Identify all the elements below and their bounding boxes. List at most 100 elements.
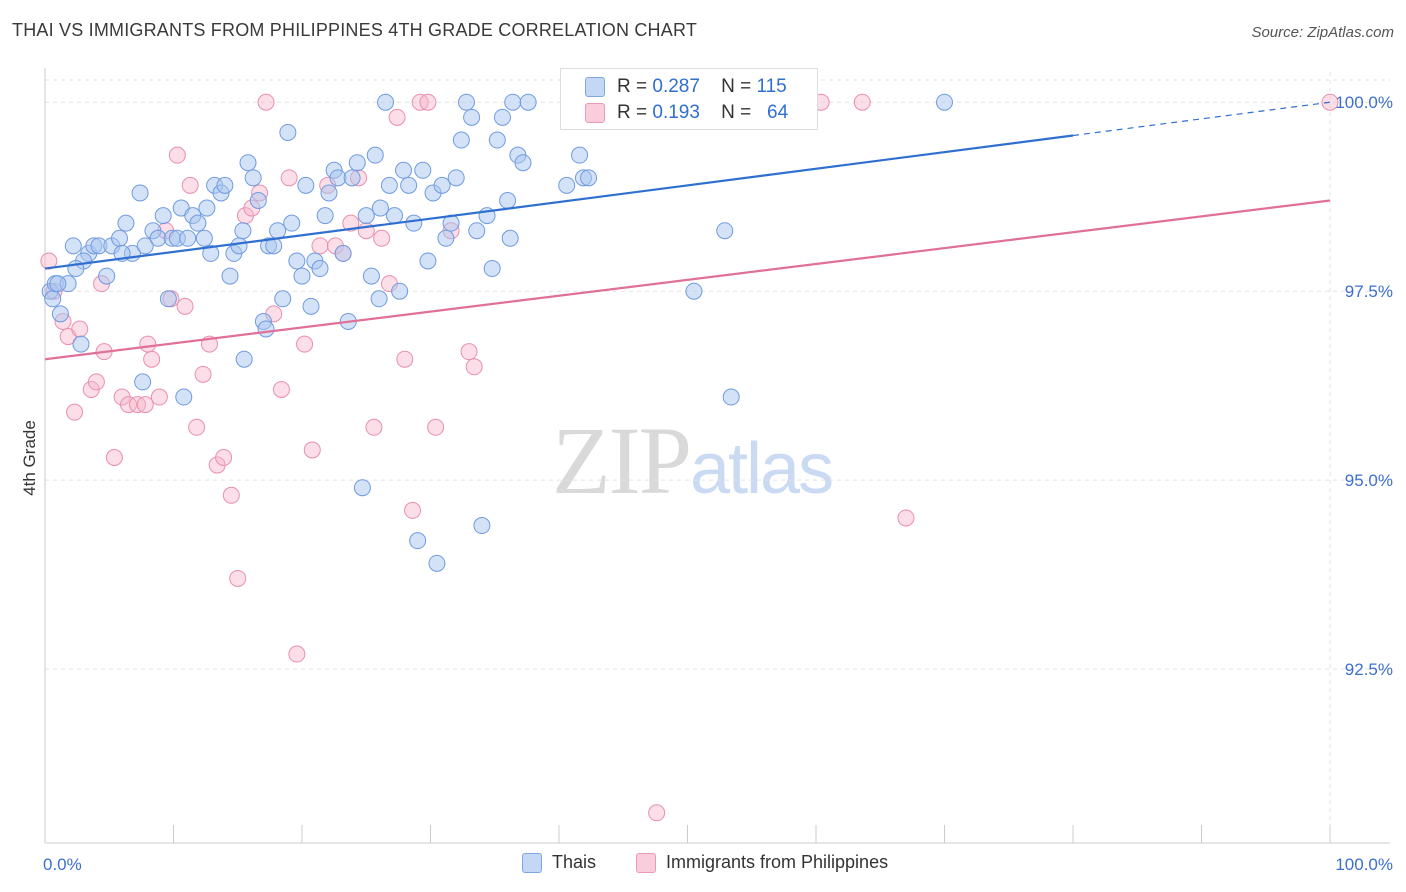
thai-point [457,93,475,111]
x-tick-label: 0.0% [43,855,82,874]
thai-point [216,176,234,194]
thai-point [189,214,207,232]
thai-point [159,290,177,308]
thai-point [288,252,306,270]
thai-point [283,214,301,232]
axes [44,68,1390,844]
thai-point [386,207,404,225]
thai-point [274,290,292,308]
philippines-point [136,396,154,414]
philippines-point [897,509,915,527]
philippines-point [648,804,666,822]
thai-point [221,267,239,285]
legend-swatch-philippines [585,103,605,123]
thai-point [501,229,519,247]
thai-point [391,282,409,300]
philippines-point [272,380,290,398]
thai-point [409,532,427,550]
thai-point [414,161,432,179]
thai-point [580,169,598,187]
thai-point [111,229,129,247]
legend-r-key: R = [617,76,648,97]
thai-point [131,184,149,202]
thai-point [362,267,380,285]
grid-lines [45,72,1390,843]
philippines-point [229,569,247,587]
thai-point [499,192,517,209]
legend-swatch-philippines [636,852,656,873]
watermark-zip: ZIP [552,407,692,514]
legend-row-philippines: R = 0.193 N = 64 [585,100,788,126]
philippines-point [365,418,383,436]
source-credit: Source: ZipAtlas.com [1251,24,1394,41]
thai-point [297,176,315,194]
thai-point [49,275,67,293]
philippines-point [176,297,194,315]
philippines-point [168,146,186,164]
thai-point [936,93,953,111]
legend-label-philippines: Immigrants from Philippines [666,852,889,872]
legend-label-thais: Thais [552,852,597,872]
philippines-point [105,449,123,466]
philippines-point [143,350,161,368]
thai-point [320,184,338,202]
thai-point [257,320,275,338]
philippines-point [120,396,138,414]
legend-row-thais: R = 0.287 N = 115 [585,74,787,100]
philippines-trend-line [44,199,1331,361]
thai-point [269,222,287,240]
thai-point [493,108,511,126]
thai-point [175,388,193,406]
thai-point [348,154,366,172]
philippines-point [853,93,871,111]
y-tick-label: 92.5% [1345,660,1393,679]
philippines-point [66,403,84,421]
thai-point [473,517,491,535]
thai-point [722,388,740,406]
thai-point [419,252,437,270]
thai-point [514,154,532,172]
thai-point [234,222,252,240]
thai-point [463,108,481,126]
philippines-point [222,486,240,504]
philippines-point [388,108,406,126]
thai-point [519,93,537,111]
thai-point [504,93,522,111]
thai-point [316,207,334,225]
y-tick-label: 97.5% [1345,282,1393,301]
thai-point [716,222,734,240]
thai-point [311,260,329,278]
legend-item-philippines[interactable]: Immigrants from Philippines [636,852,888,873]
thai-point [239,154,257,172]
correlation-legend: R = 0.287 N = 115 R = 0.193 N = 64 [560,68,818,130]
thai-point [371,199,389,217]
legend-r-value: 0.193 [652,102,700,123]
thai-point [244,169,262,187]
thai-point [136,237,154,255]
philippines-point [311,237,329,255]
legend-item-thais[interactable]: Thais [522,852,596,873]
thai-point [447,169,465,187]
philippines-point [342,214,360,232]
x-tick-label: 100.0% [1335,855,1393,874]
thai-point [64,237,82,255]
thai-point [353,479,371,497]
legend-n-value: 64 [767,102,789,123]
philippines-point [280,169,298,187]
watermark: ZIPatlas [552,405,834,516]
thai-point [377,93,395,111]
legend-n-key: N = [721,76,752,97]
philippines-point [373,229,391,247]
philippines-point [396,350,414,368]
thai-point [433,176,451,194]
y-tick-label: 100.0% [1335,93,1393,112]
thai-point [154,207,172,225]
thai-point [380,176,398,194]
thai-points [41,93,953,572]
philippines-points [40,93,1339,822]
thai-point [51,305,69,323]
legend-r-value: 0.287 [652,76,700,97]
thai-point [400,176,418,194]
thai-point [134,373,152,391]
